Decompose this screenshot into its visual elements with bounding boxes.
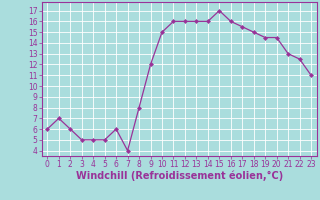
X-axis label: Windchill (Refroidissement éolien,°C): Windchill (Refroidissement éolien,°C) (76, 171, 283, 181)
